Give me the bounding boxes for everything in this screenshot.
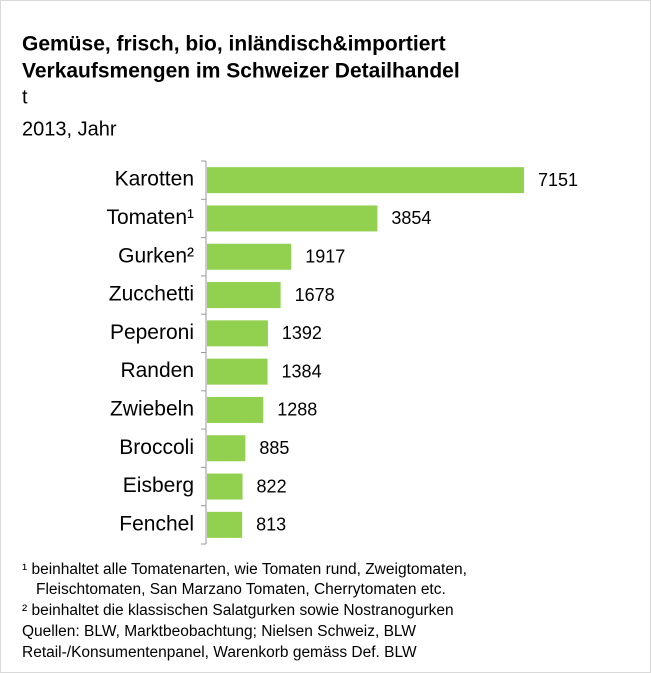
category-label: Zwiebeln [110,397,194,420]
footnote: Fleischtomaten, San Marzano Tomaten, Che… [36,581,446,598]
value-label: 813 [256,515,286,535]
value-label: 1288 [277,400,317,420]
bar [207,205,378,232]
bar [207,511,243,538]
value-label: 1678 [295,285,335,305]
category-label: Broccoli [119,436,194,459]
footnote: ¹ beinhaltet alle Tomatenarten, wie Toma… [22,561,467,578]
bar [207,243,292,270]
chart-title: Verkaufsmengen im Schweizer Detailhandel [22,60,460,83]
footnote: ² beinhaltet die klassischen Salatgurken… [22,602,454,619]
value-label: 885 [259,438,289,458]
unit: t [22,86,28,108]
bar [207,320,268,347]
bar [207,396,264,423]
category-label: Peperoni [110,321,194,344]
category-label: Karotten [115,168,194,191]
value-label: 1392 [282,323,322,343]
chart-title: Gemüse, frisch, bio, inländisch&importie… [22,33,446,56]
category-label: Fenchel [119,512,194,535]
value-label: 1917 [305,247,345,267]
bar [207,282,281,309]
bar [207,435,246,462]
value-label: 822 [257,476,287,496]
category-label: Randen [120,359,194,382]
category-label: Gurken² [118,244,194,267]
subtitle: 2013, Jahr [22,118,117,140]
bar [207,358,268,385]
footnote: Quellen: BLW, Marktbeobachtung; Nielsen … [22,623,416,640]
category-label: Eisberg [123,474,194,497]
bar [207,473,243,500]
value-label: 3854 [391,208,431,228]
category-label: Tomaten¹ [106,206,194,229]
footnote: Retail-/Konsumentenpanel, Warenkorb gemä… [22,644,417,661]
bar [207,167,524,194]
value-label: 1384 [282,361,322,381]
value-label: 7151 [538,170,578,190]
category-label: Zucchetti [109,283,194,306]
